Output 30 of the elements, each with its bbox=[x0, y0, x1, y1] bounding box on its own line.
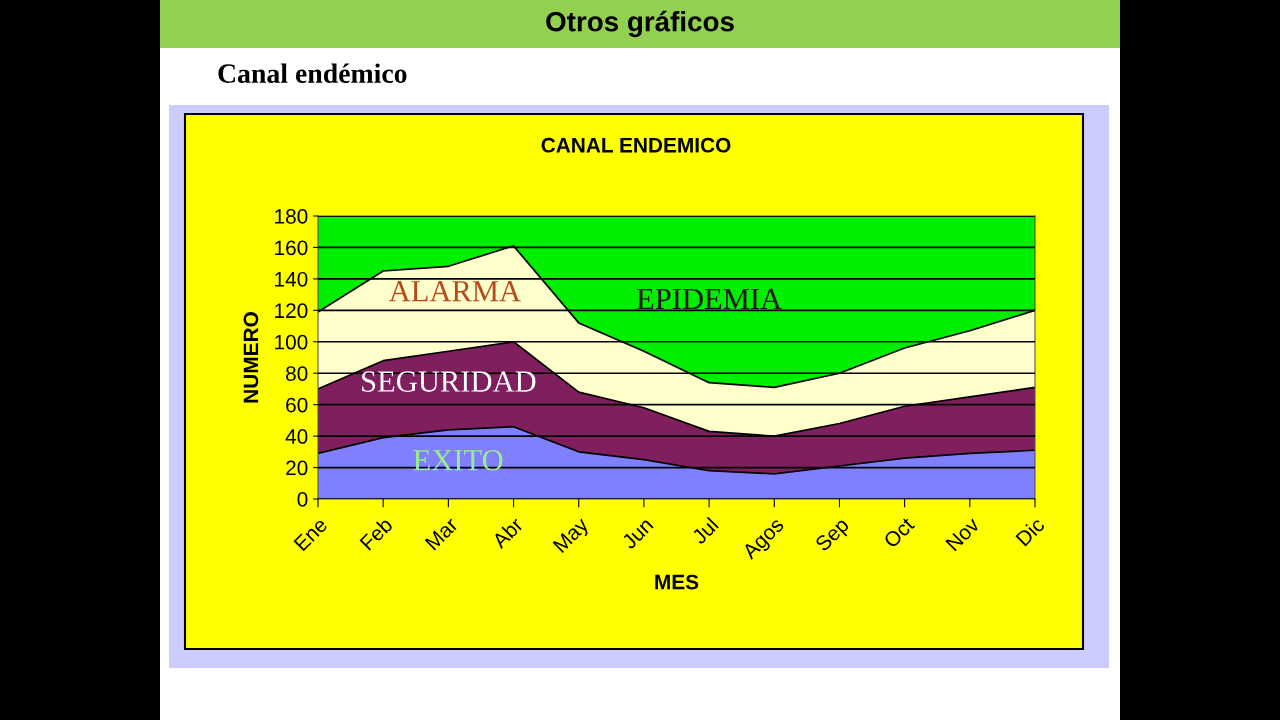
y-tick-label: 20 bbox=[286, 460, 308, 476]
x-tick-label: Abr bbox=[490, 515, 525, 550]
x-tick-label: Sep bbox=[814, 516, 853, 555]
series-label: SEGURIDAD bbox=[362, 371, 536, 392]
y-tick-label: 180 bbox=[275, 209, 308, 224]
y-tick-label: 60 bbox=[286, 397, 308, 413]
x-tick-label: Jun bbox=[620, 517, 654, 551]
y-tick-label: 100 bbox=[275, 334, 308, 350]
series-label: EPIDEMIA bbox=[636, 288, 782, 310]
x-axis-title: MES bbox=[655, 574, 699, 590]
x-tick-label: Nov bbox=[945, 516, 981, 552]
y-axis-title: NUMERO bbox=[243, 312, 259, 403]
y-tick-label: 120 bbox=[275, 303, 308, 319]
chart-title: CANAL ENDEMICO bbox=[541, 137, 731, 153]
text: Otros gráficos bbox=[546, 10, 734, 38]
y-tick-label: 0 bbox=[297, 492, 308, 507]
x-tick-label: Dic bbox=[1014, 516, 1046, 547]
x-tick-label: Oct bbox=[882, 516, 916, 549]
y-tick-label: 40 bbox=[285, 429, 308, 444]
x-tick-label: Jul bbox=[690, 516, 719, 546]
y-tick-label: 80 bbox=[286, 366, 308, 381]
series-label: ALARMA bbox=[388, 281, 521, 302]
text: Canal endémico bbox=[218, 63, 407, 83]
y-tick-label: 160 bbox=[275, 240, 308, 256]
y-tick-label: 140 bbox=[275, 271, 308, 287]
x-tick-label: May bbox=[552, 516, 593, 557]
x-tick-label: Ene bbox=[293, 516, 329, 552]
series-label: EXITO bbox=[413, 449, 503, 471]
x-tick-label: Feb bbox=[359, 516, 394, 551]
x-tick-label: Mar bbox=[424, 516, 459, 551]
